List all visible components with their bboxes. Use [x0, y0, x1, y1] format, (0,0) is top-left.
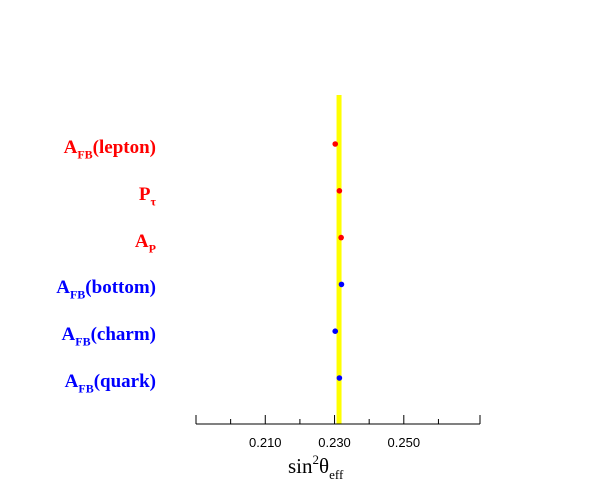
measurement-label: Pτ [139, 185, 156, 207]
measurement-label: AFB(bottom) [56, 278, 156, 300]
x-axis-label-sub: eff [329, 466, 344, 482]
data-point [332, 141, 339, 147]
x-axis-label-sup: 2 [312, 452, 320, 467]
data-point [338, 281, 345, 288]
measurement-label: AFB(quark) [65, 372, 156, 394]
measurement-label-suffix: (quark) [93, 371, 156, 392]
measurement-label-subscript: τ [150, 194, 156, 209]
measurement-label-name: A [61, 324, 76, 346]
x-axis-label: sin2θeff [288, 452, 343, 483]
x-tick-label: 0.230 [318, 435, 351, 450]
measurement-label-suffix: (charm) [90, 324, 156, 346]
measurement-label-subscript: FB [77, 147, 93, 162]
measurement-label-subscript: P [148, 240, 156, 255]
measurement-label-subscript: FB [78, 381, 94, 396]
data-point [332, 328, 339, 335]
measurement-label-name: A [63, 137, 78, 158]
measurement-label-name: A [64, 371, 79, 392]
x-axis-label-main: θ [319, 454, 330, 479]
x-tick-label: 0.210 [248, 435, 282, 450]
measurement-label-name: P [138, 183, 151, 205]
measurement-label: AFB(charm) [62, 325, 157, 347]
data-point [336, 375, 343, 381]
data-point [336, 188, 343, 194]
reference-band [336, 95, 342, 424]
measurement-label-suffix: (lepton) [92, 137, 156, 158]
x-axis-label-base: sin [288, 454, 313, 479]
data-point [338, 234, 344, 241]
measurement-label-subscript: FB [75, 334, 91, 349]
x-tick-label: 0.250 [387, 435, 421, 450]
measurement-label-suffix: (bottom) [85, 277, 156, 299]
measurement-label: AP [135, 232, 156, 254]
measurement-label-name: A [134, 230, 149, 252]
measurement-label-name: A [56, 277, 70, 299]
measurement-label-subscript: FB [69, 287, 86, 302]
measurement-label: AFB(lepton) [64, 138, 156, 160]
